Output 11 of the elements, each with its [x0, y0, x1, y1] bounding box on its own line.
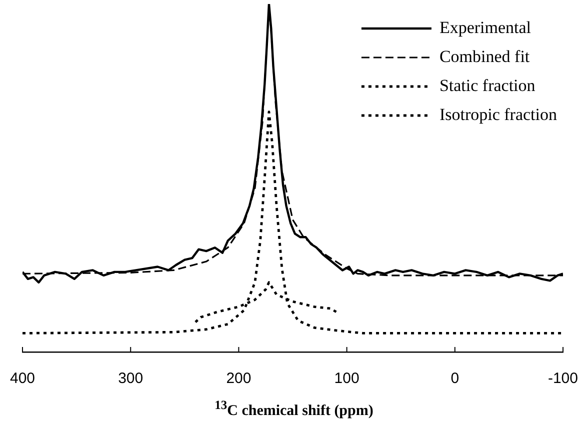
- x-tick-label: 100: [334, 370, 360, 388]
- legend-label: Isotropic fraction: [439, 104, 558, 124]
- x-tick-label: 400: [10, 370, 36, 388]
- x-tick-label: 300: [118, 370, 144, 388]
- legend-label: Combined fit: [439, 46, 530, 66]
- x-tick-label: -100: [548, 370, 578, 388]
- x-axis-title: $^{13}$C chemical shift (ppm): [214, 398, 374, 420]
- x-tick-label: 200: [226, 370, 252, 388]
- x-tick-label: 0: [450, 370, 460, 388]
- legend-label: Experimental: [439, 18, 532, 37]
- legend-label: Static fraction: [439, 76, 536, 95]
